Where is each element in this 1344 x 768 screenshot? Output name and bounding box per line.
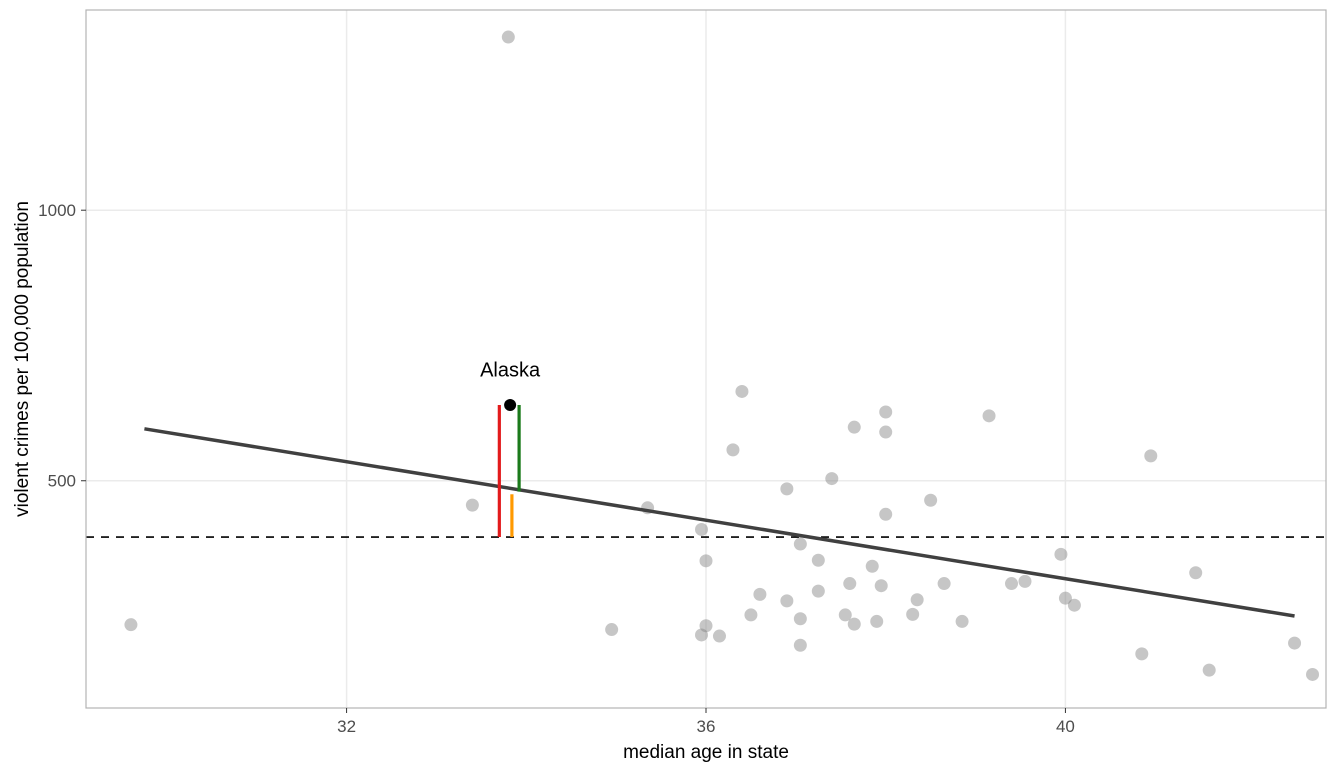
- data-point: [1306, 668, 1319, 681]
- data-point: [794, 538, 807, 551]
- data-point: [938, 577, 951, 590]
- data-point: [848, 618, 861, 631]
- annotation-label: Alaska: [480, 359, 541, 381]
- data-point: [879, 406, 892, 419]
- data-point: [906, 608, 919, 621]
- data-point: [1068, 599, 1081, 612]
- data-point: [1203, 664, 1216, 677]
- data-point: [502, 31, 515, 44]
- data-point: [875, 579, 888, 592]
- data-point: [1018, 575, 1031, 588]
- data-point: [956, 615, 969, 628]
- x-tick-label: 32: [337, 717, 356, 736]
- data-point: [825, 472, 838, 485]
- data-point: [735, 385, 748, 398]
- data-point: [726, 443, 739, 456]
- data-point: [1144, 449, 1157, 462]
- data-point: [1054, 548, 1067, 561]
- data-point: [780, 594, 793, 607]
- data-point: [1135, 647, 1148, 660]
- y-tick-label: 1000: [38, 201, 76, 220]
- y-axis-label: violent crimes per 100,000 population: [12, 201, 33, 517]
- data-point: [1189, 566, 1202, 579]
- data-point: [879, 426, 892, 439]
- data-point: [1005, 577, 1018, 590]
- data-point: [695, 523, 708, 536]
- data-point: [794, 612, 807, 625]
- data-point: [713, 630, 726, 643]
- data-point: [983, 409, 996, 422]
- data-point: [124, 618, 137, 631]
- x-tick-label: 36: [697, 717, 716, 736]
- data-point: [744, 608, 757, 621]
- data-point: [605, 623, 618, 636]
- data-point: [812, 585, 825, 598]
- data-point: [866, 560, 879, 573]
- highlight-point: [504, 399, 516, 411]
- data-point: [466, 499, 479, 512]
- x-axis-label: median age in state: [623, 742, 789, 763]
- data-point: [753, 588, 766, 601]
- data-point: [843, 577, 856, 590]
- data-point: [794, 639, 807, 652]
- data-point: [780, 482, 793, 495]
- y-tick-label: 500: [48, 472, 76, 491]
- data-point: [924, 494, 937, 507]
- x-tick-label: 40: [1056, 717, 1075, 736]
- data-point: [879, 508, 892, 521]
- data-point: [870, 615, 883, 628]
- data-point: [812, 554, 825, 567]
- data-point: [1288, 637, 1301, 650]
- data-point: [700, 554, 713, 567]
- data-point: [700, 619, 713, 632]
- scatter-chart: Alaska 32 36 40 500 1000 median age in state vi…: [0, 0, 1344, 768]
- data-point: [848, 421, 861, 434]
- data-point: [911, 593, 924, 606]
